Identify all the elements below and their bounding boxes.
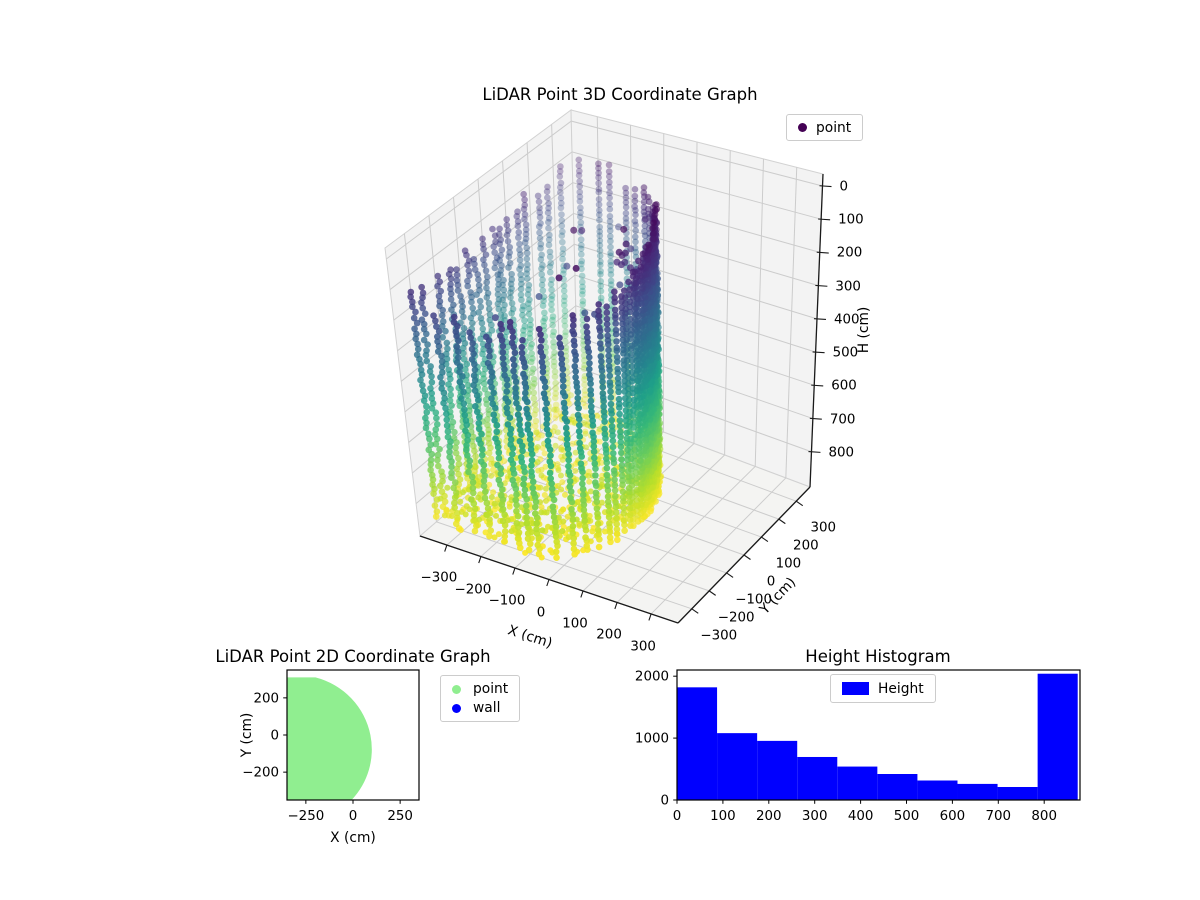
- plot2d-legend-label-wall: wall: [473, 700, 501, 716]
- hist-xtick-label: 800: [1031, 809, 1057, 824]
- plot2d-legend-label-point: point: [473, 681, 509, 697]
- hist-title: Height Histogram: [805, 647, 951, 666]
- height-patch-icon: [842, 682, 869, 695]
- hist-xtick-label: 700: [986, 809, 1012, 824]
- hist-bar: [797, 756, 838, 800]
- plot3d-zaxis-label: H (cm): [856, 306, 872, 354]
- plot2d-title: LiDAR Point 2D Coordinate Graph: [215, 647, 491, 666]
- plot2d-point-region: [287, 677, 372, 800]
- hist-legend-label: Height: [878, 680, 924, 697]
- hist-ytick-label: 1000: [635, 732, 669, 747]
- hist-xtick-label: 400: [848, 809, 874, 824]
- plot2d-ytick-label: 200: [253, 691, 279, 706]
- plot2d-xtick-label: −250: [287, 809, 324, 824]
- hist-ytick-label: 0: [660, 794, 669, 809]
- hist-xtick-label: 500: [894, 809, 920, 824]
- hist-bar: [957, 783, 998, 800]
- hist-bar: [877, 774, 918, 800]
- hist-xtick-label: 600: [940, 809, 966, 824]
- hist-xtick-label: 100: [710, 809, 736, 824]
- plot2d-yaxis-label: Y (cm): [239, 712, 255, 758]
- plot2d-xtick-label: 250: [387, 809, 413, 824]
- hist-bar: [997, 787, 1038, 800]
- plot2d-ytick-label: −200: [242, 766, 279, 781]
- hist-xtick-label: 300: [802, 809, 828, 824]
- plot2d-ytick-label: 0: [270, 729, 279, 744]
- hist-bar: [677, 687, 718, 800]
- plot2d-legend-entry-wall: wall: [452, 699, 500, 717]
- plot3d-canvas: [360, 100, 880, 660]
- hist-axes-frame: [676, 669, 1081, 801]
- hist-canvas: 0 100 200 300 400 500 600 700 800 0 1000 2000: [635, 669, 1081, 824]
- plot3d-title: LiDAR Point 3D Coordinate Graph: [482, 85, 758, 104]
- hist-bar: [757, 740, 798, 800]
- plot2d-xtick-label: 0: [349, 809, 358, 824]
- hist-legend: Height: [830, 674, 936, 703]
- plot2d-legend-entry-point: point: [452, 680, 508, 698]
- point-marker-icon: [798, 123, 807, 132]
- hist-bar: [837, 766, 878, 800]
- hist-bar: [917, 780, 958, 800]
- plot3d-legend-label: point: [816, 119, 852, 136]
- plot3d-legend: point: [786, 114, 864, 141]
- plot2d-canvas: −250 0 250 200 0 −200: [242, 669, 420, 824]
- hist-xtick-label: 0: [673, 809, 682, 824]
- point-marker-icon: [452, 684, 461, 694]
- hist-xtick-label: 200: [756, 809, 782, 824]
- hist-ytick-label: 2000: [635, 670, 669, 685]
- plot2d-legend: point wall: [440, 675, 521, 722]
- plot2d-xaxis-label: X (cm): [330, 830, 376, 846]
- hist-bar: [1037, 673, 1078, 800]
- hist-bar: [717, 733, 758, 800]
- wall-marker-icon: [452, 703, 461, 713]
